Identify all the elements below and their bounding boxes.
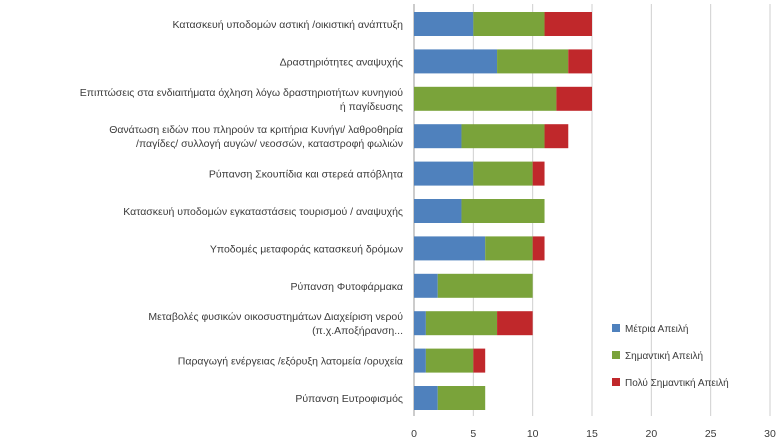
x-axis-ticks: 0 5 10 15 20 25 30 [411,428,776,440]
bar-segment [532,236,545,261]
bar-segment [425,311,498,336]
bar-segment [473,12,545,36]
category-label: Θανάτωση ειδών που πληρούν τα κριτήρια Κ… [109,124,403,136]
bar-segment [532,161,545,186]
bar-segment [568,49,592,74]
bar-segment [497,49,569,74]
bar-segment [437,273,533,298]
x-tick-label: 15 [586,428,598,440]
bar-segment [414,12,474,36]
category-label: (π.χ.Αποξήρανση... [312,325,403,337]
bars [414,12,592,410]
category-label: Δραστηριότητες αναψυχής [280,56,403,68]
bar-segment [544,12,592,36]
category-label: Επιπτώσεις στα ενδιαιτήματα όχληση λόγω … [80,87,403,99]
bar-segment [437,386,486,410]
bar-segment [556,86,592,111]
category-label: Παραγωγή ενέργειας /εξόρυξη λατομεία /ορ… [178,356,403,368]
category-label: Κατασκευή υποδομών εγκαταστάσεις τουρισμ… [123,206,403,218]
bar-segment [425,348,474,373]
bar-segment [414,161,474,186]
category-label: /παγίδες/ συλλογή αυγών/ νεοσσών, καταστ… [136,138,403,150]
category-label: Ρύπανση Φυτοφάρμακα [290,281,403,293]
bar-segment [414,124,462,149]
bar-segment [473,161,533,186]
bar-segment [497,311,533,336]
bar-segment [461,124,545,149]
bar-segment [414,199,462,223]
category-label: Μεταβολές φυσικών οικοσυστημάτων Διαχείρ… [148,311,403,323]
bar-segment [414,273,438,298]
category-labels: Κατασκευή υποδομών αστική /οικιστική ανά… [80,19,403,405]
bar-segment [414,311,426,336]
bar-segment [414,348,426,373]
bar-segment [414,236,486,261]
bar-segment [414,49,498,74]
bar-segment [485,236,533,261]
x-tick-label: 5 [470,428,476,440]
bar-segment [414,386,438,410]
category-label: Υποδομές μεταφοράς κατασκευή δρόμων [210,243,403,255]
legend-swatch [612,351,620,359]
bar-segment [544,124,569,149]
bar-segment [414,86,557,111]
legend: Μέτρια Απειλή Σημαντική Απειλή Πολύ Σημαντ… [612,323,729,389]
category-label: Κατασκευή υποδομών αστική /οικιστική ανά… [173,19,404,31]
legend-swatch [612,324,620,332]
legend-label: Μέτρια Απειλή [625,323,688,335]
category-label: Ρύπανση Ευτροφισμός [295,393,403,405]
x-tick-label: 30 [764,428,776,440]
legend-swatch [612,378,620,386]
x-tick-label: 10 [527,428,539,440]
x-tick-label: 25 [705,428,717,440]
category-label: Ρύπανση Σκουπίδια και στερεά απόβλητα [209,169,403,181]
x-tick-label: 0 [411,428,417,440]
x-tick-label: 20 [645,428,657,440]
legend-label: Σημαντική Απειλή [625,350,703,362]
legend-label: Πολύ Σημαντική Απειλή [625,377,729,389]
bar-segment [461,199,545,223]
category-label: ή παγίδευσης [340,101,403,113]
bar-segment [473,348,486,373]
